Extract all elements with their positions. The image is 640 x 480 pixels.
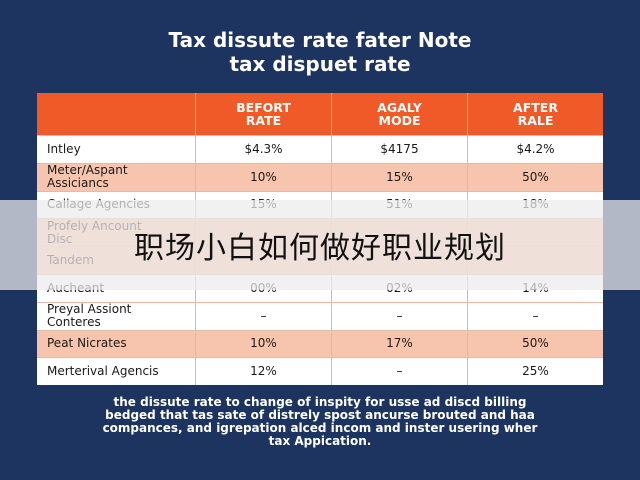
header-cell: AGALY MODE [331, 93, 467, 135]
table-cell: $4.2% [467, 136, 603, 163]
table-row: Intley $4.3% $4175 $4.2% [37, 135, 603, 163]
header-row: BEFORT RATE AGALY MODE AFTER RALE [37, 93, 603, 135]
table-cell: Peat Nicrates [47, 336, 127, 351]
table-cell: 17% [331, 330, 467, 358]
table-row: Peat Nicrates 10% 17% 50% [37, 329, 603, 358]
table-row: Merterival Agencis 12% –25% [37, 357, 603, 386]
footer-text: the dissute rate to change of inspity fo… [102, 395, 538, 448]
subtitle: tax dispuet rate [229, 52, 411, 76]
table-cell: Merterival Agencis [47, 364, 159, 379]
banner-text: 职场小白如何做好职业规划 [134, 231, 506, 266]
table-cell: 50% [467, 330, 603, 358]
table-cell: $4.3% [195, 136, 331, 163]
header-cell: BEFORT RATE [195, 93, 331, 135]
table-cell: 25% [467, 358, 603, 386]
table-cell: 15% [331, 163, 467, 191]
table-row: Preyal Assiont Conteres – – – [37, 301, 603, 330]
header-cell: AFTER RALE [467, 93, 603, 135]
table-cell: 10% [195, 330, 331, 358]
banner: 职场小白如何做好职业规划 [0, 200, 640, 290]
table-cell: 50% [467, 163, 603, 191]
table-cell: – [195, 302, 331, 330]
table-cell: Preyal Assiont Conteres [47, 302, 132, 330]
table-cell: Meter/Aspant Assiciancs [47, 163, 128, 191]
table-row: Meter/Aspant Assiciancs 10% 15% 50% [37, 162, 603, 191]
table-cell: – [467, 302, 603, 330]
table-cell: – [331, 302, 467, 330]
table-cell: $4175 [331, 136, 467, 163]
table-cell: 10% [195, 163, 331, 191]
table-cell: Intley [47, 141, 81, 156]
header-cell [37, 93, 195, 135]
table-cell: – [331, 358, 467, 386]
table-cell: 12% [195, 358, 331, 386]
title: Tax dissute rate fater Note [168, 28, 472, 52]
